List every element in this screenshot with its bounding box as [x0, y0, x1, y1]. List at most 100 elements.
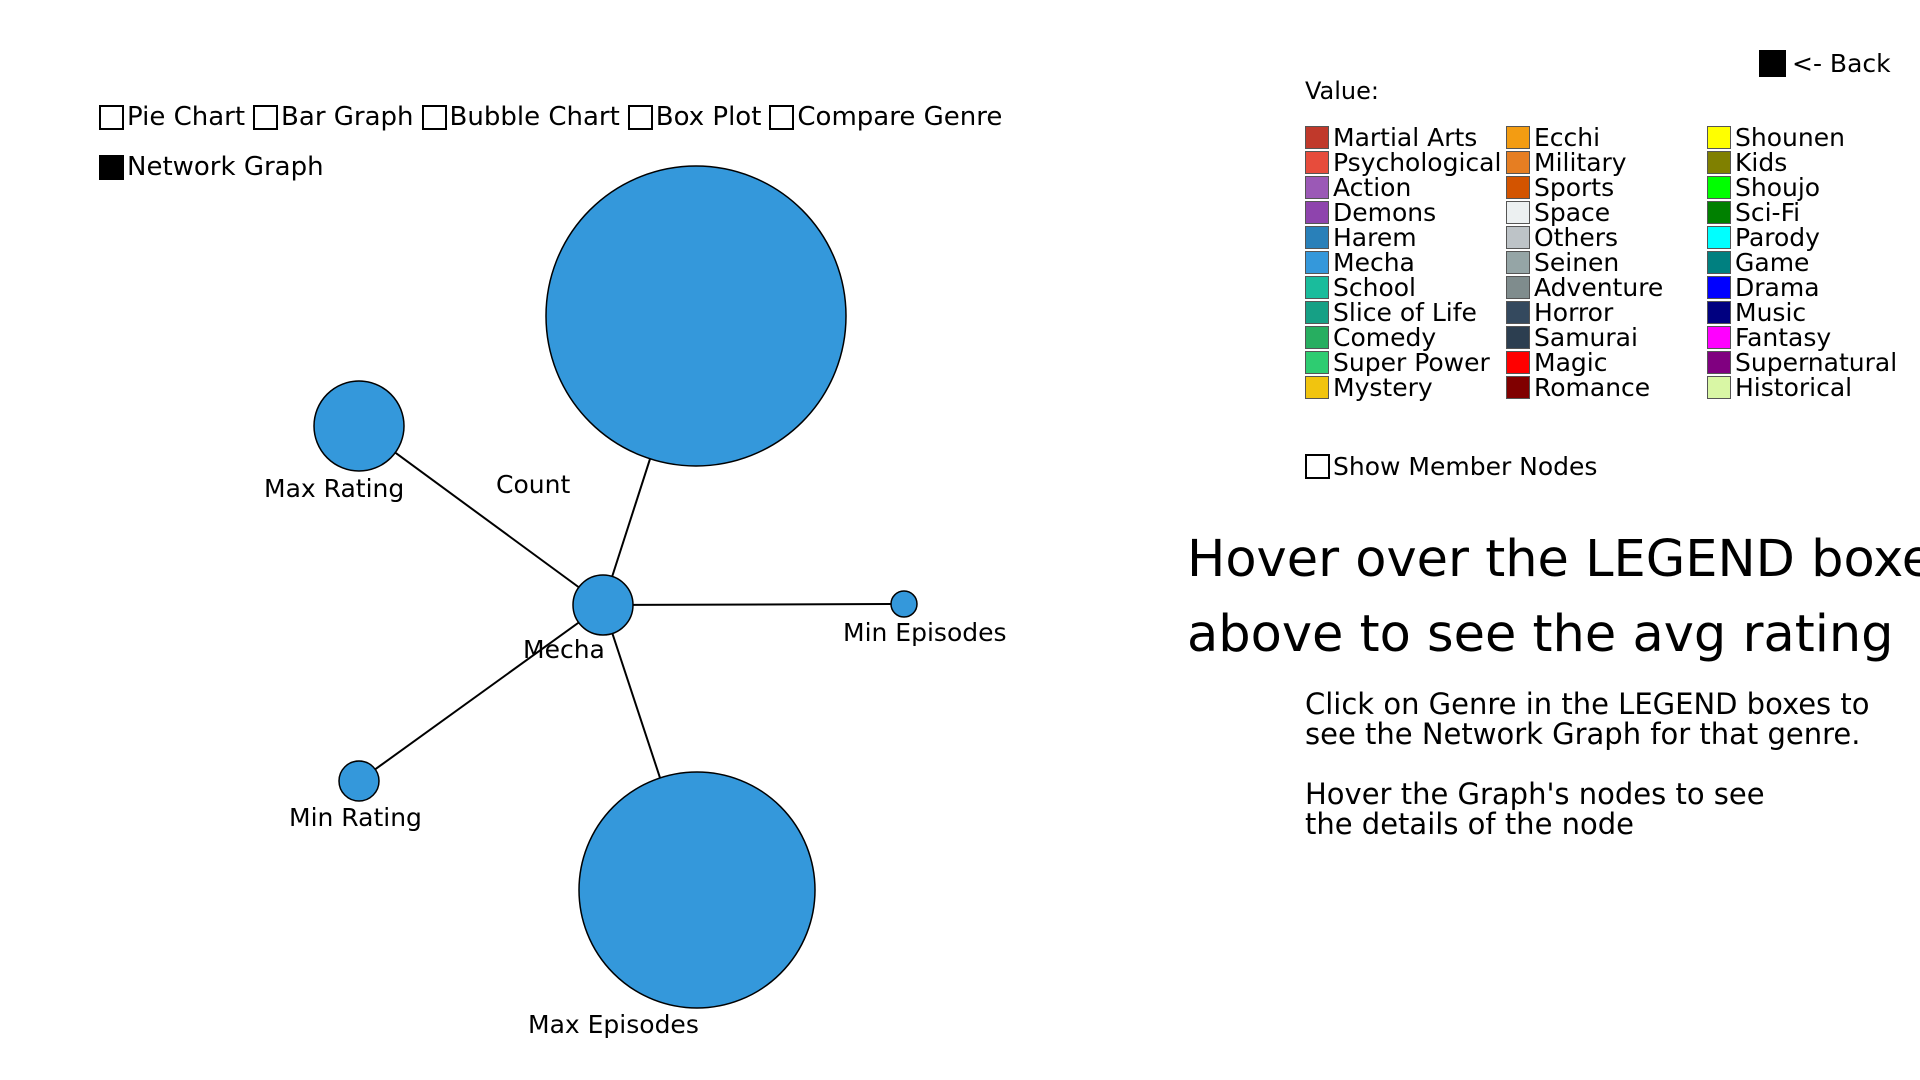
legend-label: Demons — [1333, 198, 1437, 227]
pie-chart-option[interactable]: Pie Chart — [99, 102, 245, 132]
legend-item-romance[interactable]: Romance — [1506, 375, 1663, 400]
legend-swatch[interactable] — [1506, 276, 1530, 299]
legend-item-action[interactable]: Action — [1305, 175, 1501, 200]
legend-item-super-power[interactable]: Super Power — [1305, 350, 1501, 375]
legend-item-sports[interactable]: Sports — [1506, 175, 1663, 200]
legend-item-fantasy[interactable]: Fantasy — [1707, 325, 1897, 350]
legend-swatch[interactable] — [1707, 251, 1731, 274]
legend-item-others[interactable]: Others — [1506, 225, 1663, 250]
legend-item-martial-arts[interactable]: Martial Arts — [1305, 125, 1501, 150]
node-max-rating[interactable] — [313, 380, 405, 472]
node-mecha-center[interactable] — [572, 574, 634, 636]
node-min-episodes[interactable] — [890, 590, 918, 618]
legend-item-game[interactable]: Game — [1707, 250, 1897, 275]
legend-item-adventure[interactable]: Adventure — [1506, 275, 1663, 300]
network-graph-option[interactable]: Network Graph — [99, 152, 324, 182]
legend-swatch[interactable] — [1305, 351, 1329, 374]
legend-item-sci-fi[interactable]: Sci-Fi — [1707, 200, 1897, 225]
legend-item-psychological[interactable]: Psychological — [1305, 150, 1501, 175]
hover-instructions-line-1: Hover the Graph's nodes to see — [1305, 777, 1765, 811]
legend-swatch[interactable] — [1305, 226, 1329, 249]
back-button[interactable]: <- Back — [1759, 49, 1891, 78]
legend-swatch[interactable] — [1506, 301, 1530, 324]
legend-swatch[interactable] — [1506, 376, 1530, 399]
legend-item-harem[interactable]: Harem — [1305, 225, 1501, 250]
legend-item-supernatural[interactable]: Supernatural — [1707, 350, 1897, 375]
legend-item-space[interactable]: Space — [1506, 200, 1663, 225]
legend-swatch[interactable] — [1305, 126, 1329, 149]
legend-swatch[interactable] — [1707, 376, 1731, 399]
pie-chart-checkbox[interactable] — [99, 104, 124, 130]
legend-item-ecchi[interactable]: Ecchi — [1506, 125, 1663, 150]
compare-genre-option[interactable]: Compare Genre — [769, 102, 1002, 132]
click-instructions: Click on Genre in the LEGEND boxes to se… — [1305, 689, 1870, 749]
pie-chart-label: Pie Chart — [127, 102, 246, 132]
chart-type-options-row-1: Pie Chart Bar Graph Bubble Chart Box Plo… — [99, 102, 1010, 132]
legend-item-shounen[interactable]: Shounen — [1707, 125, 1897, 150]
compare-genre-checkbox[interactable] — [769, 104, 795, 130]
legend-swatch[interactable] — [1305, 276, 1329, 299]
label-max-episodes: Max Episodes — [528, 1010, 699, 1039]
legend-label: Action — [1333, 173, 1412, 202]
network-graph-checkbox[interactable] — [99, 154, 124, 180]
node-count[interactable] — [545, 165, 847, 467]
show-member-nodes-option[interactable]: Show Member Nodes — [1305, 452, 1597, 481]
legend-swatch[interactable] — [1305, 176, 1329, 199]
legend-item-slice-of-life[interactable]: Slice of Life — [1305, 300, 1501, 325]
legend-swatch[interactable] — [1305, 201, 1329, 224]
hover-hint-line-2: above to see the avg rating — [1187, 605, 1894, 664]
legend-item-magic[interactable]: Magic — [1506, 350, 1663, 375]
legend-item-mecha[interactable]: Mecha — [1305, 250, 1501, 275]
legend-swatch[interactable] — [1707, 201, 1731, 224]
legend-swatch[interactable] — [1707, 326, 1731, 349]
legend-item-military[interactable]: Military — [1506, 150, 1663, 175]
legend-item-music[interactable]: Music — [1707, 300, 1897, 325]
legend-swatch[interactable] — [1707, 226, 1731, 249]
legend-swatch[interactable] — [1305, 251, 1329, 274]
legend-item-drama[interactable]: Drama — [1707, 275, 1897, 300]
legend-swatch[interactable] — [1305, 376, 1329, 399]
legend-swatch[interactable] — [1707, 301, 1731, 324]
legend-label: Mystery — [1333, 373, 1433, 402]
bar-graph-option[interactable]: Bar Graph — [253, 102, 414, 132]
node-max-episodes[interactable] — [578, 771, 816, 1009]
show-member-nodes-checkbox[interactable] — [1305, 454, 1330, 479]
legend-item-kids[interactable]: Kids — [1707, 150, 1897, 175]
legend-item-horror[interactable]: Horror — [1506, 300, 1663, 325]
legend-swatch[interactable] — [1506, 251, 1530, 274]
legend-swatch[interactable] — [1506, 351, 1530, 374]
legend-item-comedy[interactable]: Comedy — [1305, 325, 1501, 350]
bar-graph-checkbox[interactable] — [253, 104, 279, 130]
legend-item-samurai[interactable]: Samurai — [1506, 325, 1663, 350]
label-max-rating: Max Rating — [264, 474, 404, 503]
legend-swatch[interactable] — [1707, 351, 1731, 374]
box-plot-option[interactable]: Box Plot — [627, 102, 761, 132]
legend-swatch[interactable] — [1305, 301, 1329, 324]
bubble-chart-checkbox[interactable] — [421, 104, 447, 130]
legend-item-demons[interactable]: Demons — [1305, 200, 1501, 225]
legend-item-school[interactable]: School — [1305, 275, 1501, 300]
legend-swatch[interactable] — [1707, 151, 1731, 174]
legend-swatch[interactable] — [1305, 151, 1329, 174]
legend-item-parody[interactable]: Parody — [1707, 225, 1897, 250]
legend-swatch[interactable] — [1506, 126, 1530, 149]
legend-swatch[interactable] — [1506, 201, 1530, 224]
box-plot-checkbox[interactable] — [627, 104, 653, 130]
legend-swatch[interactable] — [1707, 126, 1731, 149]
legend-swatch[interactable] — [1506, 226, 1530, 249]
legend-swatch[interactable] — [1707, 276, 1731, 299]
legend-swatch[interactable] — [1707, 176, 1731, 199]
legend-swatch[interactable] — [1305, 326, 1329, 349]
legend-swatch[interactable] — [1506, 326, 1530, 349]
legend-item-historical[interactable]: Historical — [1707, 375, 1897, 400]
node-min-rating[interactable] — [338, 760, 380, 802]
legend-item-mystery[interactable]: Mystery — [1305, 375, 1501, 400]
legend-swatch[interactable] — [1506, 151, 1530, 174]
compare-genre-label: Compare Genre — [797, 102, 1003, 132]
bubble-chart-option[interactable]: Bubble Chart — [421, 102, 620, 132]
legend-swatch[interactable] — [1506, 176, 1530, 199]
legend-label: Historical — [1735, 373, 1853, 402]
legend-item-shoujo[interactable]: Shoujo — [1707, 175, 1897, 200]
legend-item-seinen[interactable]: Seinen — [1506, 250, 1663, 275]
label-min-episodes: Min Episodes — [843, 618, 1007, 647]
